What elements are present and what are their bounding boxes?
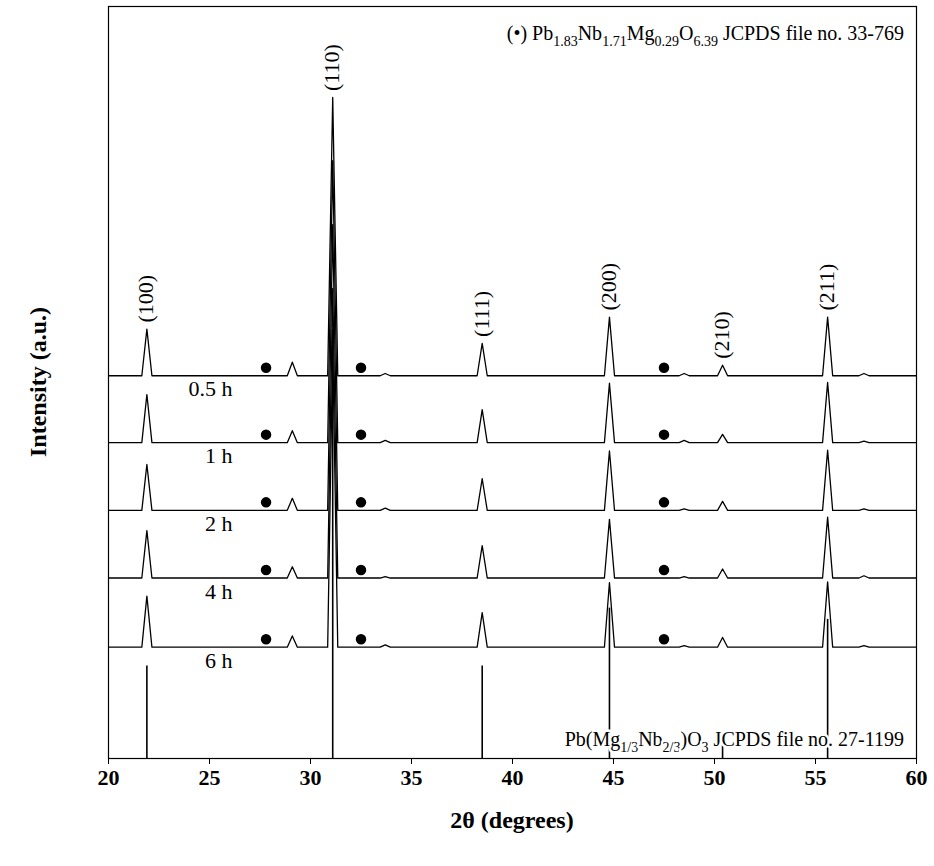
svg-text:(111): (111) [469,291,494,337]
svg-text:25: 25 [199,765,221,790]
svg-text:2θ (degrees): 2θ (degrees) [450,807,573,833]
svg-text:Intensity (a.u.): Intensity (a.u.) [25,307,51,457]
svg-text:Pb(Mg1/3Nb2/3)O3 JCPDS file no: Pb(Mg1/3Nb2/3)O3 JCPDS file no. 27-1199 [565,728,904,755]
svg-text:40: 40 [502,765,524,790]
svg-text:(100): (100) [133,275,158,323]
svg-text:4 h: 4 h [205,579,233,604]
svg-text:30: 30 [300,765,322,790]
svg-text:1 h: 1 h [205,443,233,468]
svg-text:35: 35 [401,765,423,790]
svg-text:(210): (210) [709,311,734,359]
svg-text:0.5 h: 0.5 h [189,376,233,401]
svg-text:(211): (211) [814,264,839,311]
svg-text:50: 50 [704,765,726,790]
svg-text:60: 60 [906,765,928,790]
svg-text:(•) Pb1.83Nb1.71Mg0.29O6.39 JC: (•) Pb1.83Nb1.71Mg0.29O6.39 JCPDS file n… [507,22,904,49]
svg-text:2 h: 2 h [205,511,233,536]
svg-text:(110): (110) [319,44,344,91]
svg-text:6 h: 6 h [205,648,233,673]
svg-text:45: 45 [603,765,625,790]
svg-text:55: 55 [805,765,827,790]
svg-text:20: 20 [98,765,120,790]
svg-text:(200): (200) [596,263,621,311]
